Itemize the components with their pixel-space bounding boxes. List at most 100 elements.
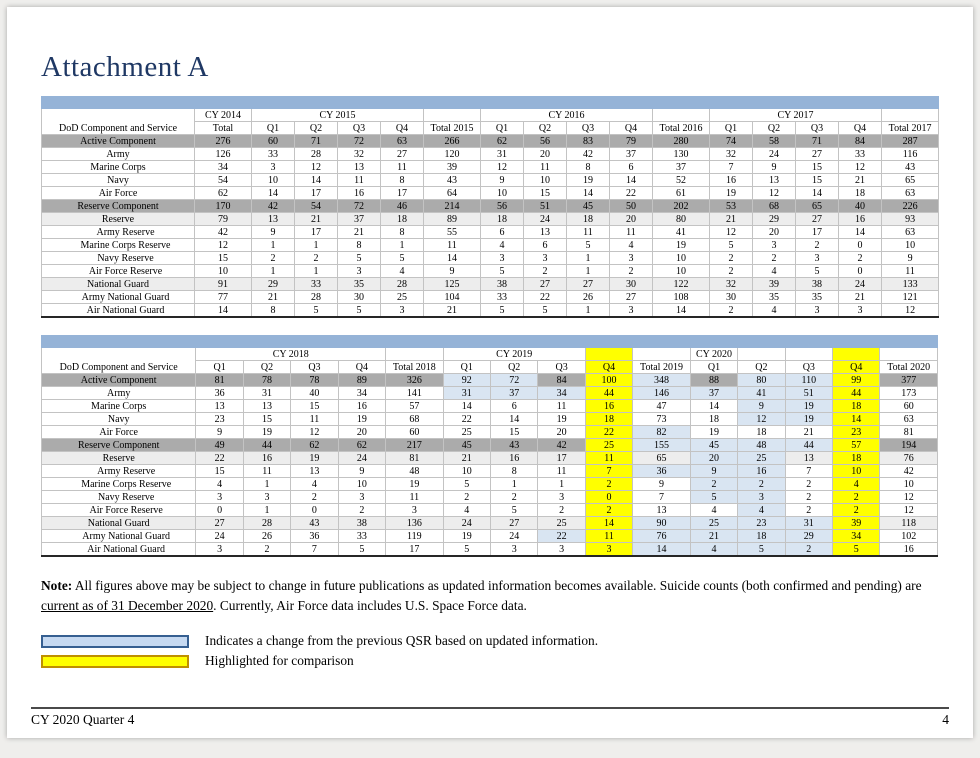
value-cell: 5 xyxy=(337,251,381,265)
value-cell: 5 xyxy=(480,303,524,318)
value-cell: 34 xyxy=(194,160,252,174)
value-cell: 27 xyxy=(795,212,839,226)
value-cell: 41 xyxy=(737,386,786,400)
quarter-header-row: Total Q1 Q2 Q3 Q4 Total 2015 Q1 Q2 Q3 Q4 Total 201… xyxy=(42,121,940,135)
value-cell: 7 xyxy=(290,542,339,557)
value-cell: 14 xyxy=(652,303,710,318)
value-cell: 3 xyxy=(489,542,539,557)
value-cell: 37 xyxy=(652,160,710,174)
value-cell: 11 xyxy=(337,173,381,187)
value-cell: 33 xyxy=(294,277,338,291)
value-cell: 32 xyxy=(337,147,381,161)
value-cell: 31 xyxy=(784,516,834,530)
table-row: Navy Reserve 15 2 2 5 5 14 3 3 1 3 10 2 2 3 2 9 xyxy=(41,251,940,265)
column-header-cell: Q3 xyxy=(795,121,839,135)
value-cell: 11 xyxy=(380,160,424,174)
value-cell: 17 xyxy=(380,186,424,200)
year-header-cell xyxy=(737,347,786,361)
value-cell: 3 xyxy=(195,490,244,504)
value-cell: 19 xyxy=(652,238,710,252)
legend-yellow-label: Highlighted for comparison xyxy=(205,653,354,669)
value-cell: 102 xyxy=(879,529,938,543)
value-cell: 5 xyxy=(337,542,387,557)
value-cell: 1 xyxy=(380,238,424,252)
table-row: Air Force Reserve 0 1 0 2 3 4 5 2 2 13 4 4 2 2 12 xyxy=(40,503,938,517)
value-cell: 110 xyxy=(784,373,834,387)
value-cell: 5 xyxy=(480,264,524,278)
value-cell: 21 xyxy=(784,425,834,439)
value-cell: 81 xyxy=(195,373,244,387)
value-cell: 42 xyxy=(566,147,610,161)
year-header-cell xyxy=(832,347,881,361)
table-row: Marine Corps Reserve 12 1 1 8 1 11 4 6 5 4 19 5 3 2 0 10 xyxy=(41,238,940,252)
value-cell: 5 xyxy=(566,238,610,252)
value-cell: 43 xyxy=(423,173,481,187)
value-cell: 1 xyxy=(251,264,295,278)
value-cell: 16 xyxy=(242,451,292,465)
component-name-cell: Air National Guard xyxy=(40,542,197,557)
value-cell: 3 xyxy=(609,303,653,318)
value-cell: 89 xyxy=(423,212,481,226)
value-cell: 3 xyxy=(584,542,634,557)
component-name-cell: Army National Guard xyxy=(40,529,197,543)
note-paragraph: Note: All figures above may be subject t… xyxy=(41,576,938,616)
value-cell: 5 xyxy=(523,303,567,318)
value-cell: 29 xyxy=(752,212,796,226)
value-cell: 63 xyxy=(380,134,424,148)
component-name-cell: Marine Corps xyxy=(41,160,195,174)
value-cell: 22 xyxy=(537,529,586,543)
value-cell: 9 xyxy=(880,251,940,265)
year-header-cell: CY 2017 xyxy=(709,108,882,122)
value-cell: 72 xyxy=(489,373,539,387)
value-cell: 136 xyxy=(385,516,444,530)
value-cell: 155 xyxy=(632,438,691,452)
component-name-cell: Reserve Component xyxy=(40,438,197,452)
value-cell: 14 xyxy=(566,186,610,200)
value-cell: 2 xyxy=(489,490,539,504)
value-cell: 71 xyxy=(795,134,839,148)
value-cell: 27 xyxy=(489,516,539,530)
value-cell: 21 xyxy=(838,173,882,187)
value-cell: 58 xyxy=(752,134,796,148)
value-cell: 13 xyxy=(251,212,295,226)
value-cell: 40 xyxy=(290,386,339,400)
value-cell: 36 xyxy=(632,464,691,478)
value-cell: 3 xyxy=(537,542,586,557)
value-cell: 16 xyxy=(584,399,634,413)
value-cell: 45 xyxy=(689,438,739,452)
value-cell: 202 xyxy=(652,199,710,213)
value-cell: 21 xyxy=(442,451,491,465)
value-cell: 32 xyxy=(709,147,753,161)
value-cell: 28 xyxy=(294,290,338,304)
value-cell: 12 xyxy=(880,303,940,318)
value-cell: 47 xyxy=(632,399,691,413)
value-cell: 2 xyxy=(784,542,834,557)
value-cell: 11 xyxy=(242,464,292,478)
legend-row-blue: Indicates a change from the previous QSR… xyxy=(41,631,939,651)
table-top-band xyxy=(41,335,938,348)
value-cell: 5 xyxy=(442,542,491,557)
value-cell: 44 xyxy=(784,438,834,452)
value-cell: 214 xyxy=(423,199,481,213)
year-header-cell xyxy=(784,347,834,361)
table-row: Air National Guard 14 8 5 5 3 21 5 5 1 3 14 2 4 3 3 12 xyxy=(41,303,940,318)
value-cell: 5 xyxy=(832,542,881,557)
component-name-cell: Active Component xyxy=(40,373,197,387)
value-cell: 15 xyxy=(194,251,252,265)
value-cell: 22 xyxy=(523,290,567,304)
value-cell: 62 xyxy=(290,438,339,452)
value-cell: 122 xyxy=(652,277,710,291)
value-cell: 377 xyxy=(879,373,938,387)
value-cell: 64 xyxy=(423,186,481,200)
value-cell: 73 xyxy=(632,412,691,426)
value-cell: 119 xyxy=(385,529,444,543)
value-cell: 125 xyxy=(423,277,481,291)
value-cell: 22 xyxy=(584,425,634,439)
value-cell: 54 xyxy=(294,199,338,213)
value-cell: 4 xyxy=(752,303,796,318)
value-cell: 23 xyxy=(737,516,786,530)
value-cell: 27 xyxy=(195,516,244,530)
value-cell: 18 xyxy=(737,425,786,439)
value-cell: 12 xyxy=(838,160,882,174)
value-cell: 23 xyxy=(832,425,881,439)
